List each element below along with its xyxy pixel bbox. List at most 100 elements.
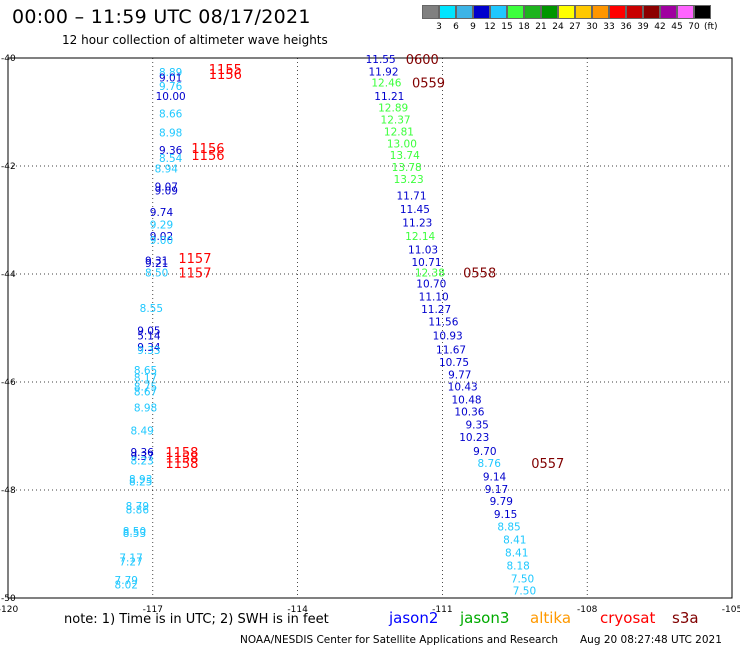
- wave-height-label: 9.14: [483, 472, 507, 484]
- x-tick-label: -114: [287, 605, 308, 615]
- color-scale-label: 33: [603, 22, 615, 32]
- wave-height-label: 11.71: [396, 191, 426, 203]
- wave-height-label: 9.17: [485, 484, 508, 496]
- wave-height-label: 9.02: [150, 231, 173, 243]
- wave-height-label: 8.89: [159, 67, 182, 79]
- wave-height-label: 9.15: [494, 509, 517, 521]
- color-scale-swatch: [558, 5, 575, 19]
- wave-height-label: 9.21: [145, 258, 168, 270]
- color-scale-label: 39: [637, 22, 649, 32]
- wave-height-label: 9.33: [137, 345, 160, 357]
- legend-entry-cryosat: cryosat: [600, 609, 656, 627]
- wave-height-label: 13.00: [387, 138, 417, 150]
- color-scale-label: 70: [688, 22, 700, 32]
- color-scale-swatch: [439, 5, 456, 19]
- wave-height-label: 8.98: [134, 402, 157, 414]
- wave-height-label: 9.76: [159, 81, 183, 93]
- wave-height-label: 12.37: [381, 115, 411, 127]
- color-scale-label: 42: [654, 22, 666, 32]
- color-scale-label: 12: [484, 22, 496, 32]
- wave-height-label: 8.54: [159, 153, 183, 165]
- color-scale-swatch: [643, 5, 660, 19]
- color-scale-unit: (ft): [704, 22, 718, 32]
- wave-height-label: 9.00: [150, 235, 173, 247]
- wave-height-label: 8.41: [503, 535, 526, 547]
- color-scale-swatch: [575, 5, 592, 19]
- color-scale-swatch: [507, 5, 524, 19]
- wave-height-label: 9.01: [159, 72, 182, 84]
- wave-height-label: 8.66: [159, 109, 183, 121]
- wave-height-label: 11.45: [400, 204, 430, 216]
- wave-height-label: 13.74: [390, 150, 420, 162]
- time-label: 1157: [178, 266, 211, 281]
- wave-height-label: 8.25: [129, 476, 152, 488]
- wave-height-label: 12.89: [378, 103, 408, 115]
- wave-height-label: 8.98: [159, 128, 182, 140]
- wave-height-label: 10.23: [459, 432, 489, 444]
- wave-height-label: 9.07: [155, 182, 178, 194]
- wave-height-label: 8.75: [134, 381, 157, 393]
- wave-height-label: 10.43: [448, 381, 478, 393]
- wave-height-label: 9.74: [150, 207, 174, 219]
- time-label: 1155: [209, 63, 242, 78]
- color-scale-label: 45: [671, 22, 683, 32]
- x-tick-label: -111: [432, 605, 452, 615]
- color-scale-swatch: [541, 5, 558, 19]
- wave-height-label: 9.34: [137, 342, 161, 354]
- wave-height-label: 9.09: [155, 185, 178, 197]
- time-label: 1156: [191, 149, 224, 164]
- wave-height-label: 7.17: [119, 553, 142, 565]
- wave-height-label: 8.41: [505, 548, 528, 560]
- color-scale-label: 36: [620, 22, 632, 32]
- color-scale-swatch: [592, 5, 609, 19]
- wave-height-label: 11.56: [428, 317, 458, 329]
- wave-height-label: 8.76: [478, 458, 502, 470]
- wave-height-label: 9.05: [137, 326, 160, 338]
- wave-height-label: 8.93: [129, 474, 152, 486]
- y-tick-label: -44: [1, 270, 16, 280]
- color-scale-swatch: [694, 5, 711, 19]
- wave-height-label: 8.50: [145, 267, 168, 279]
- x-tick-label: -105: [722, 605, 740, 615]
- wave-height-label: 8.67: [134, 387, 157, 399]
- x-tick-label: -120: [0, 605, 18, 615]
- wave-height-label: 9.77: [448, 369, 471, 381]
- wave-height-label: 8.49: [130, 426, 153, 438]
- color-scale-swatch: [660, 5, 677, 19]
- legend-entry-jason3: jason3: [460, 609, 510, 627]
- color-scale-swatch: [473, 5, 490, 19]
- wave-height-label: 9.36: [159, 145, 183, 157]
- time-label: 1156: [191, 142, 224, 157]
- wave-height-label: 10.36: [454, 407, 484, 419]
- color-scale-swatch: [677, 5, 694, 19]
- color-scale-swatch: [422, 5, 439, 19]
- wave-height-label: 11.21: [374, 91, 404, 103]
- y-tick-label: -42: [1, 162, 16, 172]
- wave-height-label: 8.23: [130, 455, 153, 467]
- wave-height-label: 9.70: [473, 446, 496, 458]
- y-tick-label: -40: [1, 54, 16, 64]
- wave-height-label: 7.50: [513, 585, 536, 597]
- wave-height-label: 13.23: [394, 174, 424, 186]
- wave-height-label: 8.94: [155, 164, 179, 176]
- wave-height-label: 11.10: [419, 292, 449, 304]
- wave-height-label: 10.75: [439, 357, 469, 369]
- wave-height-label: 10.48: [452, 394, 482, 406]
- wave-height-label: 8.55: [140, 303, 163, 315]
- wave-height-label: 7.50: [511, 574, 534, 586]
- time-label: 1157: [178, 252, 211, 267]
- footer-note: note: 1) Time is in UTC; 2) SWH is in fe…: [64, 612, 329, 627]
- wave-height-label: 11.55: [366, 54, 396, 66]
- timestamp-text: Aug 20 08:27:48 UTC 2021: [580, 634, 722, 646]
- time-label: 0557: [531, 457, 564, 472]
- time-label: 1158: [165, 452, 198, 467]
- legend-entry-altika: altika: [530, 609, 572, 627]
- wave-height-label: 9.79: [490, 496, 513, 508]
- y-tick-label: -48: [1, 486, 16, 496]
- wave-height-label: 9.36: [130, 447, 154, 459]
- wave-height-label: 9.37: [130, 451, 153, 463]
- wave-height-label: 10.70: [416, 279, 446, 291]
- color-scale-swatch: [626, 5, 643, 19]
- wave-height-label: 8.18: [506, 561, 529, 573]
